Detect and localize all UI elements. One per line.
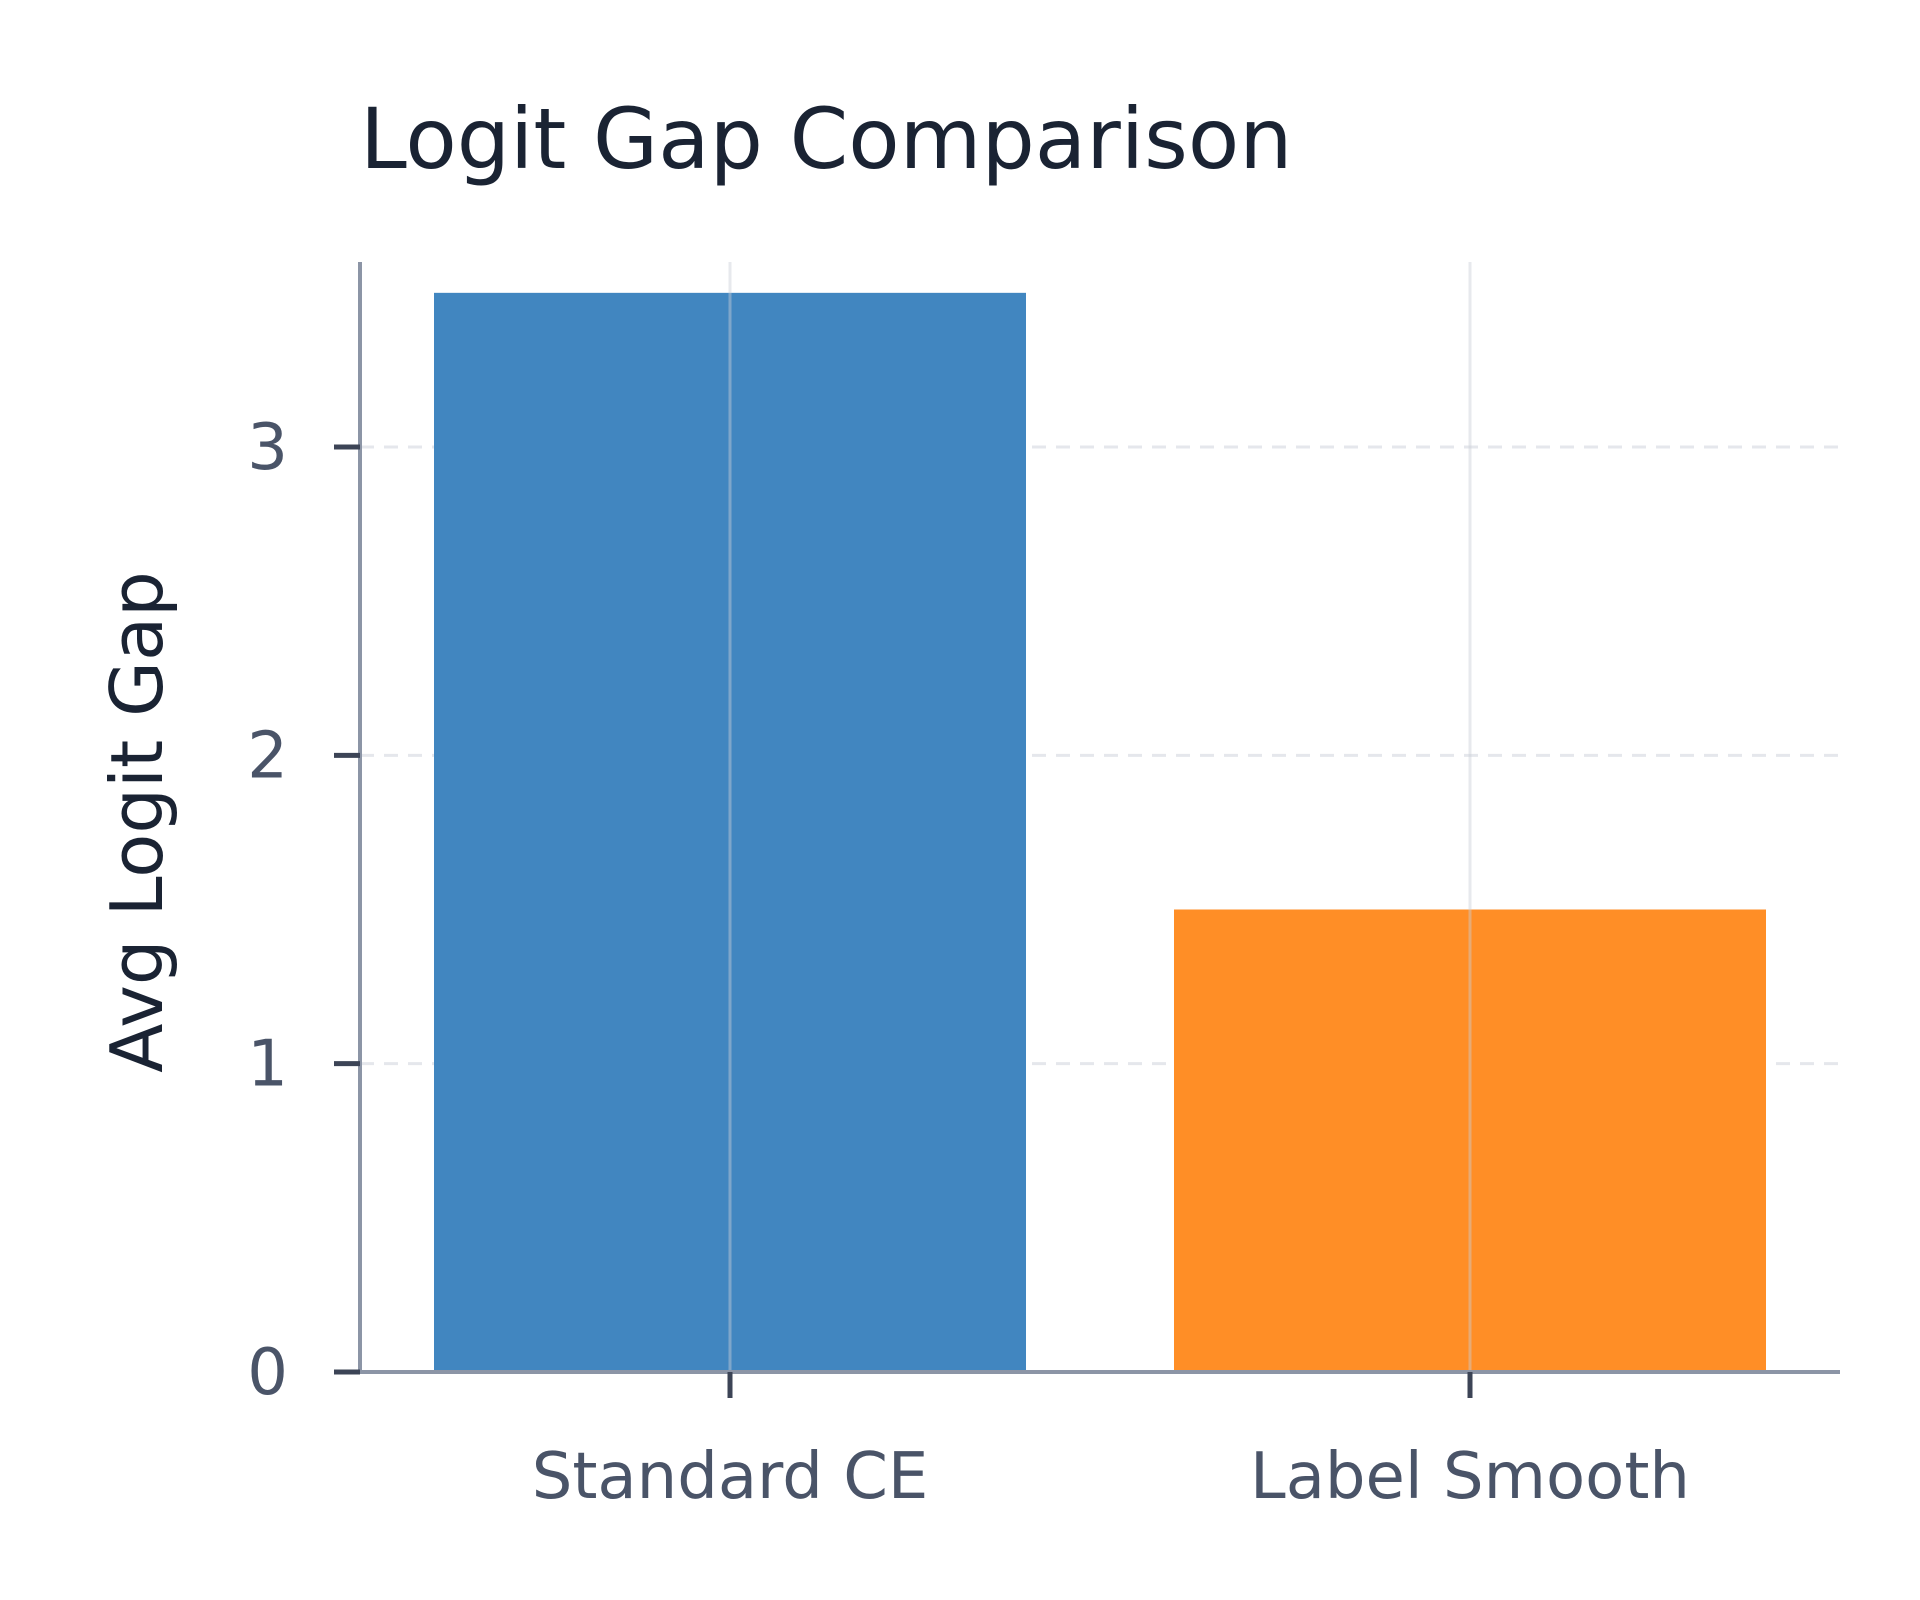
bar bbox=[1174, 909, 1766, 1372]
axes-layer bbox=[334, 262, 1840, 1398]
y-tick-label: 1 bbox=[247, 1028, 288, 1102]
bar bbox=[434, 292, 1026, 1372]
x-tick-label: Label Smooth bbox=[1250, 1440, 1690, 1514]
y-tick-label: 3 bbox=[247, 411, 288, 485]
y-tick-label: 2 bbox=[247, 719, 288, 793]
chart-title: Logit Gap Comparison bbox=[360, 90, 1293, 188]
vgrid-layer bbox=[728, 262, 1472, 1372]
y-axis-label: Avg Logit Gap bbox=[95, 571, 179, 1073]
bars-layer bbox=[434, 292, 1766, 1372]
x-tick-label: Standard CE bbox=[532, 1440, 929, 1514]
y-tick-label: 0 bbox=[247, 1336, 288, 1410]
labels-layer: 0 1 2 3 Standard CE Label Smooth bbox=[247, 411, 1690, 1514]
